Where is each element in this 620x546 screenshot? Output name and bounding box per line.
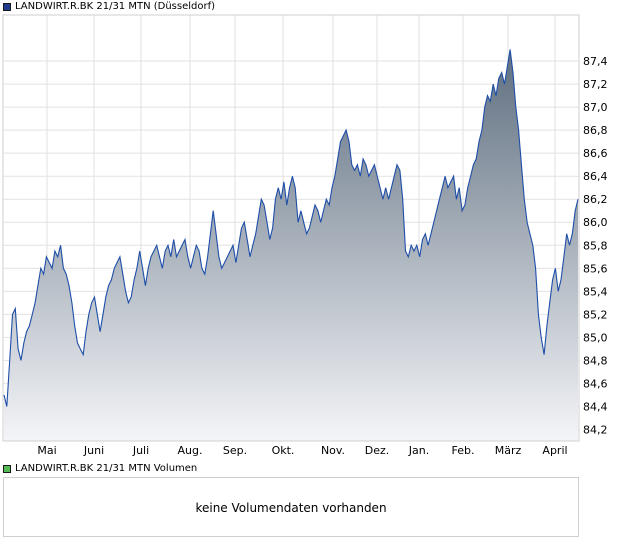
price-chart: 84,2 84,4 84,6 84,8 85,0 85,2 85,4 85,6 85,8 86,0… bbox=[2, 14, 608, 457]
x-tick-label: März bbox=[495, 444, 522, 457]
y-tick-label: 86,4 bbox=[583, 170, 608, 183]
y-tick-label: 86,6 bbox=[583, 147, 608, 160]
y-tick-label: 84,4 bbox=[583, 400, 608, 413]
volume-panel: keine Volumendaten vorhanden bbox=[3, 477, 579, 537]
price-legend: LANDWIRT.R.BK 21/31 MTN (Düsseldorf) bbox=[3, 0, 215, 13]
price-area-fill bbox=[4, 49, 578, 441]
y-tick-label: 87,0 bbox=[583, 101, 608, 114]
volume-chart-title: LANDWIRT.R.BK 21/31 MTN Volumen bbox=[15, 463, 198, 474]
price-legend-swatch bbox=[3, 2, 11, 11]
y-tick-label: 85,4 bbox=[583, 285, 608, 298]
y-axis-labels: 84,2 84,4 84,6 84,8 85,0 85,2 85,4 85,6 85,8 86,0… bbox=[583, 55, 608, 436]
x-tick-label: Feb. bbox=[452, 444, 475, 457]
y-tick-label: 84,6 bbox=[583, 377, 608, 390]
y-tick-label: 85,2 bbox=[583, 308, 608, 321]
x-tick-label: April bbox=[542, 444, 567, 457]
y-tick-label: 85,0 bbox=[583, 331, 608, 344]
y-tick-label: 86,2 bbox=[583, 193, 608, 206]
x-tick-label: Sep. bbox=[223, 444, 247, 457]
volume-legend: LANDWIRT.R.BK 21/31 MTN Volumen bbox=[3, 462, 197, 475]
price-chart-title: LANDWIRT.R.BK 21/31 MTN (Düsseldorf) bbox=[15, 1, 216, 12]
price-line bbox=[3, 49, 579, 407]
y-tick-label: 87,2 bbox=[583, 78, 608, 91]
y-tick-label: 85,8 bbox=[583, 239, 608, 252]
y-tick-label: 86,8 bbox=[583, 124, 608, 137]
y-tick-label: 86,0 bbox=[583, 216, 608, 229]
volume-legend-swatch bbox=[3, 464, 11, 473]
x-tick-label: Okt. bbox=[272, 444, 295, 457]
plot-frame bbox=[2, 14, 580, 442]
x-tick-label: Nov. bbox=[321, 444, 345, 457]
y-tick-label: 84,2 bbox=[583, 423, 608, 436]
y-tick-label: 87,4 bbox=[583, 55, 608, 68]
x-tick-label: Dez. bbox=[365, 444, 390, 457]
y-tick-label: 84,8 bbox=[583, 354, 608, 367]
y-tick-label: 85,6 bbox=[583, 262, 608, 275]
x-tick-label: Jan. bbox=[408, 444, 429, 457]
x-tick-label: Mai bbox=[37, 444, 56, 457]
x-axis-labels: Mai Juni Juli Aug. Sep. Okt. Nov. Dez. Jan. Feb. M… bbox=[37, 444, 567, 457]
x-tick-label: Aug. bbox=[178, 444, 203, 457]
x-tick-label: Juni bbox=[83, 444, 104, 457]
no-volume-message: keine Volumendaten vorhanden bbox=[195, 501, 387, 515]
x-tick-label: Juli bbox=[132, 444, 149, 457]
